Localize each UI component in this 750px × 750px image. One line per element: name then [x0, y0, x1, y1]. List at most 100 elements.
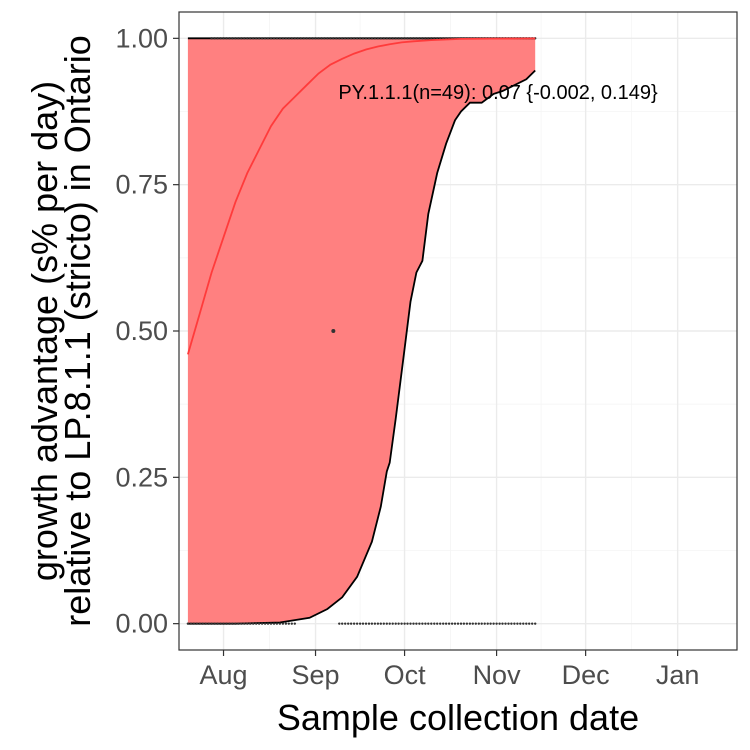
observation-point — [430, 622, 433, 625]
observation-point — [376, 622, 380, 625]
observation-point — [418, 622, 421, 625]
observation-point — [418, 37, 421, 40]
observation-point — [278, 622, 282, 625]
observation-point — [528, 622, 531, 625]
observation-point — [447, 622, 451, 625]
observation-point — [222, 622, 225, 625]
observation-point — [201, 622, 204, 625]
observation-point — [225, 622, 228, 625]
observation-point — [225, 37, 228, 40]
observation-point — [228, 37, 231, 40]
observation-point — [501, 622, 504, 625]
observation-point — [234, 622, 237, 625]
observation-point — [397, 622, 400, 625]
observation-point — [240, 37, 243, 40]
observation-point — [255, 622, 258, 625]
y-tick-label: 0.00 — [115, 609, 168, 639]
observation-point — [344, 37, 347, 40]
observation-point — [424, 37, 427, 40]
observation-point — [260, 37, 264, 40]
observation-point — [439, 622, 442, 625]
observation-point — [361, 37, 365, 40]
observation-point — [465, 622, 469, 625]
observation-point — [284, 37, 288, 40]
observation-point — [252, 622, 255, 625]
observation-point — [367, 622, 371, 625]
observation-point — [436, 622, 439, 625]
observation-point — [275, 622, 279, 625]
observation-point — [483, 622, 486, 625]
observation-point — [421, 37, 424, 40]
x-tick-label: Jan — [656, 660, 700, 690]
observation-point — [249, 37, 252, 40]
observation-point — [403, 622, 406, 625]
observation-point — [269, 37, 273, 40]
observation-point — [456, 622, 460, 625]
observation-point — [293, 37, 296, 40]
observation-point — [311, 37, 314, 40]
observation-point — [412, 37, 415, 40]
observation-point — [534, 622, 537, 625]
observation-point — [320, 37, 323, 40]
observation-point — [391, 37, 394, 40]
observation-point — [510, 622, 513, 625]
observation-point — [308, 37, 311, 40]
observation-point — [391, 622, 394, 625]
observation-point — [213, 37, 216, 40]
observation-point — [349, 622, 353, 625]
observation-point — [204, 622, 207, 625]
observation-point — [344, 622, 347, 625]
observation-point — [228, 622, 231, 625]
observation-point — [278, 37, 282, 40]
observation-point — [382, 622, 385, 625]
lower-bound-line — [187, 69, 536, 625]
observation-point — [349, 37, 353, 40]
y-axis-title-line-1: growth advantage (s% per day) — [24, 81, 65, 581]
observation-point — [489, 622, 492, 625]
observation-point — [507, 622, 510, 625]
observation-point — [370, 37, 374, 40]
observation-point — [427, 622, 430, 625]
observation-point — [450, 622, 454, 625]
observation-point — [347, 622, 350, 625]
x-tick-label: Aug — [199, 660, 247, 690]
observation-point — [453, 622, 457, 625]
observation-point — [531, 622, 534, 625]
y-axis-title-group: growth advantage (s% per day) relative t… — [24, 35, 98, 627]
observation-point — [338, 622, 341, 625]
observation-point — [263, 622, 267, 625]
observation-point — [237, 622, 240, 625]
observation-point — [231, 37, 234, 40]
observation-point — [287, 622, 290, 625]
observation-point — [400, 622, 403, 625]
observation-point — [370, 622, 374, 625]
observation-point — [421, 622, 424, 625]
observation-point — [355, 37, 359, 40]
observation-point — [459, 622, 463, 625]
observation-point — [335, 37, 338, 40]
observation-point — [222, 37, 225, 40]
observation-points-layer — [186, 37, 537, 625]
observation-point — [358, 37, 362, 40]
observation-point — [430, 37, 433, 40]
observation-point — [495, 622, 498, 625]
observation-point — [427, 37, 430, 40]
observation-point — [486, 622, 489, 625]
observation-point — [219, 622, 222, 625]
observation-point — [341, 622, 344, 625]
observation-point — [388, 622, 391, 625]
observation-point — [216, 622, 219, 625]
observation-point — [352, 37, 356, 40]
observation-point — [504, 622, 507, 625]
observation-point — [379, 37, 382, 40]
observation-point — [367, 37, 371, 40]
observation-point — [397, 37, 400, 40]
observation-point — [409, 37, 412, 40]
observation-point — [284, 622, 288, 625]
observation-point — [290, 622, 293, 625]
observation-point — [257, 622, 261, 625]
observation-point — [272, 622, 276, 625]
observation-point — [471, 622, 474, 625]
y-tick-label: 0.25 — [115, 462, 168, 492]
observation-point — [415, 622, 418, 625]
